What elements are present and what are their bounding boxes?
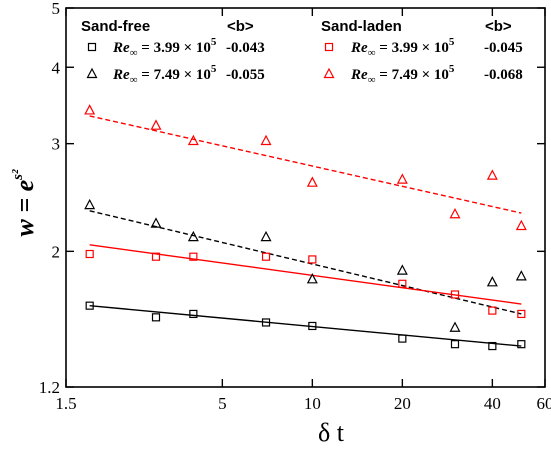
legend-group-header: Sand-free <box>81 18 150 35</box>
y-tick-label: 5 <box>52 0 61 18</box>
data-point-series-0 <box>399 335 406 342</box>
legend-re-label: Re∞ = 3.99 × 105 <box>350 36 455 59</box>
y-axis-title-sup: s² <box>10 169 26 181</box>
legend-marker <box>89 44 96 51</box>
data-point-series-1 <box>488 277 497 286</box>
legend-re-label: Re∞ = 3.99 × 105 <box>112 36 217 59</box>
y-tick-label: 3 <box>52 135 61 154</box>
legend-re-label: Re∞ = 7.49 × 105 <box>112 63 217 86</box>
x-tick-label: 40 <box>484 394 501 413</box>
x-tick-label: 20 <box>394 394 411 413</box>
legend-re-label: Re∞ = 7.49 × 105 <box>350 63 455 86</box>
plot-frame <box>66 8 545 387</box>
y-axis-title-main: w = e <box>10 180 39 237</box>
x-tick-label: 10 <box>304 394 321 413</box>
data-point-series-0 <box>190 310 197 317</box>
legend-group-header: Sand-laden <box>321 18 402 35</box>
legend-col-header: <b> <box>485 18 512 35</box>
legend-marker <box>326 44 333 51</box>
data-point-series-0 <box>518 341 525 348</box>
data-markers <box>85 105 526 349</box>
x-tick-label: 5 <box>218 394 227 413</box>
data-point-series-3 <box>262 136 271 145</box>
data-point-series-3 <box>308 178 317 187</box>
data-point-series-1 <box>450 323 459 332</box>
data-point-series-1 <box>85 200 94 209</box>
data-point-series-3 <box>517 221 526 230</box>
fit-line-series-3 <box>90 116 522 213</box>
legend-b-value: -0.045 <box>484 40 523 56</box>
y-tick-label: 1.2 <box>39 378 60 397</box>
data-point-series-2 <box>309 256 316 263</box>
data-point-series-1 <box>152 219 161 228</box>
data-point-series-0 <box>451 341 458 348</box>
data-point-series-2 <box>263 253 270 260</box>
legend-marker <box>325 69 334 78</box>
legend-b-value: -0.055 <box>226 67 265 83</box>
data-point-series-3 <box>488 171 497 180</box>
y-axis-title: w = es² <box>10 169 39 237</box>
data-point-series-1 <box>398 266 407 275</box>
x-axis-title: δ t <box>318 418 345 446</box>
data-point-series-3 <box>398 175 407 184</box>
data-point-series-3 <box>450 209 459 218</box>
x-tick-label: 60 <box>537 394 551 413</box>
data-point-series-3 <box>152 121 161 130</box>
data-point-series-1 <box>517 271 526 280</box>
legend-col-header: <b> <box>227 18 254 35</box>
data-point-series-0 <box>153 314 160 321</box>
legend-marker <box>88 69 97 78</box>
data-point-series-3 <box>85 105 94 114</box>
data-point-series-1 <box>262 232 271 241</box>
legend-b-value: -0.043 <box>226 40 265 56</box>
data-point-series-3 <box>189 136 198 145</box>
data-point-series-2 <box>86 251 93 258</box>
data-point-series-1 <box>189 232 198 241</box>
legend: Sand-free <b> Re∞ = 3.99 × 105 -0.043 Re∞ = … <box>81 18 523 86</box>
legend-b-value: -0.068 <box>484 67 523 83</box>
y-tick-label: 2 <box>52 242 61 261</box>
fit-lines <box>90 116 522 346</box>
y-tick-label: 4 <box>52 58 61 77</box>
